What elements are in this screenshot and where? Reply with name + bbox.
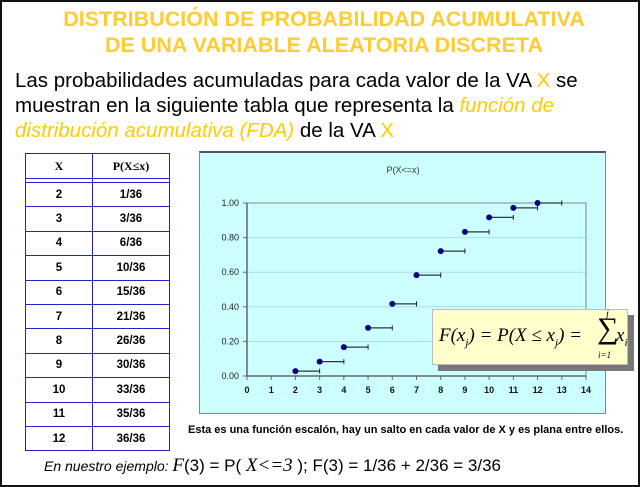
intro-var-x: X xyxy=(536,69,551,92)
cell-x: 10 xyxy=(25,377,93,403)
example-line: En nuestro ejemplo: F(3) = P( X<=3 ); F(… xyxy=(44,455,502,476)
table-row: 3 3/36 xyxy=(25,206,170,232)
table-row: 12 36/36 xyxy=(25,425,170,452)
intro-text-2: se muestran en la siguiente tabla que re… xyxy=(15,69,578,117)
header-p: P(X≤x) xyxy=(92,153,170,179)
x-tick-label: 11 xyxy=(509,385,519,395)
data-point xyxy=(437,248,444,255)
sum-term: xi xyxy=(616,325,628,349)
x-tick-label: 2 xyxy=(293,385,298,395)
header-x: X xyxy=(25,153,93,179)
table-header-row: X P(X≤x) xyxy=(25,153,170,179)
table-row: 6 15/36 xyxy=(25,279,170,305)
cell-p: 21/36 xyxy=(92,303,170,330)
table-row: 4 6/36 xyxy=(25,230,170,257)
data-point xyxy=(292,368,299,375)
y-tick-label: 0.20 xyxy=(221,336,239,346)
intro-text-1: Las probabilidades acumuladas para cada … xyxy=(15,69,537,92)
x-tick-label: 0 xyxy=(244,385,249,395)
cell-x: 9 xyxy=(25,352,93,379)
table-row: 9 30/36 xyxy=(25,352,170,379)
table-row: 5 10/36 xyxy=(25,255,170,281)
data-point xyxy=(510,204,517,211)
chart-canvas: P(X<=x)0.000.200.400.600.801.000 1 2 3 4 5 6 7 8… xyxy=(221,165,591,395)
table-row: 2 1/36 xyxy=(25,181,170,208)
intro-text-3: de la VA xyxy=(294,119,381,142)
cdf-table: X P(X≤x) 2 1/36 3 3/36 4 6/36 5 10/36 6 15/36 7 21/… xyxy=(25,153,170,452)
sigma-icon: ∑ xyxy=(597,312,619,345)
x-tick-label: 8 xyxy=(438,385,443,395)
cell-p: 1/36 xyxy=(92,181,170,208)
data-point xyxy=(316,358,323,365)
cell-p: 10/36 xyxy=(92,255,170,281)
intro-term-fda: función de distribución acumulativa (FDA… xyxy=(15,94,555,142)
intro-var-x-2: X xyxy=(380,119,395,142)
table-row: 11 35/36 xyxy=(25,401,170,427)
cell-p: 30/36 xyxy=(92,352,170,379)
x-tick-label: 4 xyxy=(341,385,346,395)
table-row: 7 21/36 xyxy=(25,303,170,330)
x-tick-label: 3 xyxy=(317,385,322,395)
cell-p: 33/36 xyxy=(92,377,170,403)
sum-lower-limit: i=1 xyxy=(598,350,612,360)
x-tick-label: 9 xyxy=(462,385,467,395)
data-point xyxy=(389,300,396,307)
y-tick-label: 0.00 xyxy=(221,371,239,381)
data-point xyxy=(461,228,468,235)
cell-x: 4 xyxy=(25,230,93,257)
slide-title: DISTRIBUCIÓN DE PROBABILIDAD ACUMULATIVA… xyxy=(0,6,640,58)
cell-p: 6/36 xyxy=(92,230,170,257)
x-tick-label: 7 xyxy=(414,385,419,395)
table-row: 8 26/36 xyxy=(25,328,170,354)
y-tick-label: 0.40 xyxy=(221,302,239,312)
cdf-chart: P(X<=x) 0.00 0.20 0.40 0.60 0.80 1.00 0 1 2 3 4 5 6 7 8… xyxy=(199,151,606,414)
intro-paragraph: Las probabilidades acumuladas para cada … xyxy=(15,68,635,143)
data-point xyxy=(486,214,493,221)
cell-p: 26/36 xyxy=(92,328,170,354)
cell-x: 12 xyxy=(25,425,93,452)
data-point xyxy=(365,324,372,331)
chart-title: P(X<=x) xyxy=(386,165,419,175)
cell-x: 2 xyxy=(25,181,93,208)
step-function-note: Esta es una función escalón, hay un salt… xyxy=(188,424,624,436)
y-tick-label: 0.80 xyxy=(221,233,239,243)
formula-lhs: F(xj) = P(X ≤ xj) = xyxy=(439,325,582,349)
cell-p: 3/36 xyxy=(92,206,170,232)
data-point xyxy=(340,344,347,351)
x-tick-label: 13 xyxy=(557,385,567,395)
x-tick-label: 14 xyxy=(581,385,591,395)
cell-x: 3 xyxy=(25,206,93,232)
x-tick-label: 6 xyxy=(390,385,395,395)
example-label: En nuestro ejemplo: xyxy=(44,458,173,474)
x-tick-label: 10 xyxy=(484,385,494,395)
cell-x: 8 xyxy=(25,328,93,354)
y-tick-label: 0.60 xyxy=(221,267,239,277)
cell-x: 5 xyxy=(25,255,93,281)
x-tick-label: 1 xyxy=(269,385,274,395)
cdf-formula-box: F(xj) = P(X ≤ xj) = j ∑ i=1 xi xyxy=(432,309,628,365)
x-tick-label: 12 xyxy=(533,385,543,395)
sum-upper-limit: j xyxy=(606,309,609,320)
cell-x: 6 xyxy=(25,279,93,305)
title-line-2: DE UNA VARIABLE ALEATORIA DISCRETA xyxy=(105,33,543,57)
data-point xyxy=(413,272,420,279)
x-tick-label: 5 xyxy=(366,385,371,395)
table-row: 10 33/36 xyxy=(25,377,170,403)
cell-p: 36/36 xyxy=(92,425,170,452)
title-line-1: DISTRIBUCIÓN DE PROBABILIDAD ACUMULATIVA xyxy=(63,7,585,31)
cell-x: 11 xyxy=(25,401,93,427)
y-tick-label: 1.00 xyxy=(221,198,239,208)
cell-p: 35/36 xyxy=(92,401,170,427)
cell-x: 7 xyxy=(25,303,93,330)
cell-p: 15/36 xyxy=(92,279,170,305)
data-point xyxy=(534,200,541,206)
